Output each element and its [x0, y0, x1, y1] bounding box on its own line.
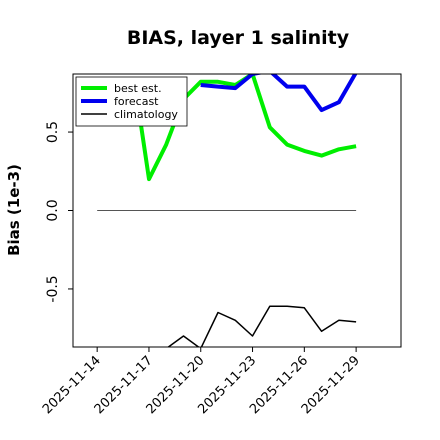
y-tick-label: 0.0	[45, 199, 61, 221]
legend-label: best est.	[114, 82, 162, 95]
series-line-forecast	[200, 74, 358, 113]
series-line-climatology	[167, 305, 357, 347]
legend-label: forecast	[114, 95, 159, 108]
y-tick-label: 0.5	[45, 121, 61, 143]
chart-title: BIAS, layer 1 salinity	[127, 27, 350, 49]
y-axis-label: Bias (1e-3)	[5, 164, 23, 256]
x-axis: 2025-11-142025-11-172025-11-202025-11-23…	[40, 347, 363, 417]
legend-label: climatology	[114, 108, 178, 121]
y-axis: -0.5 0.0 0.5	[45, 121, 73, 303]
y-tick-label: -0.5	[45, 275, 61, 302]
